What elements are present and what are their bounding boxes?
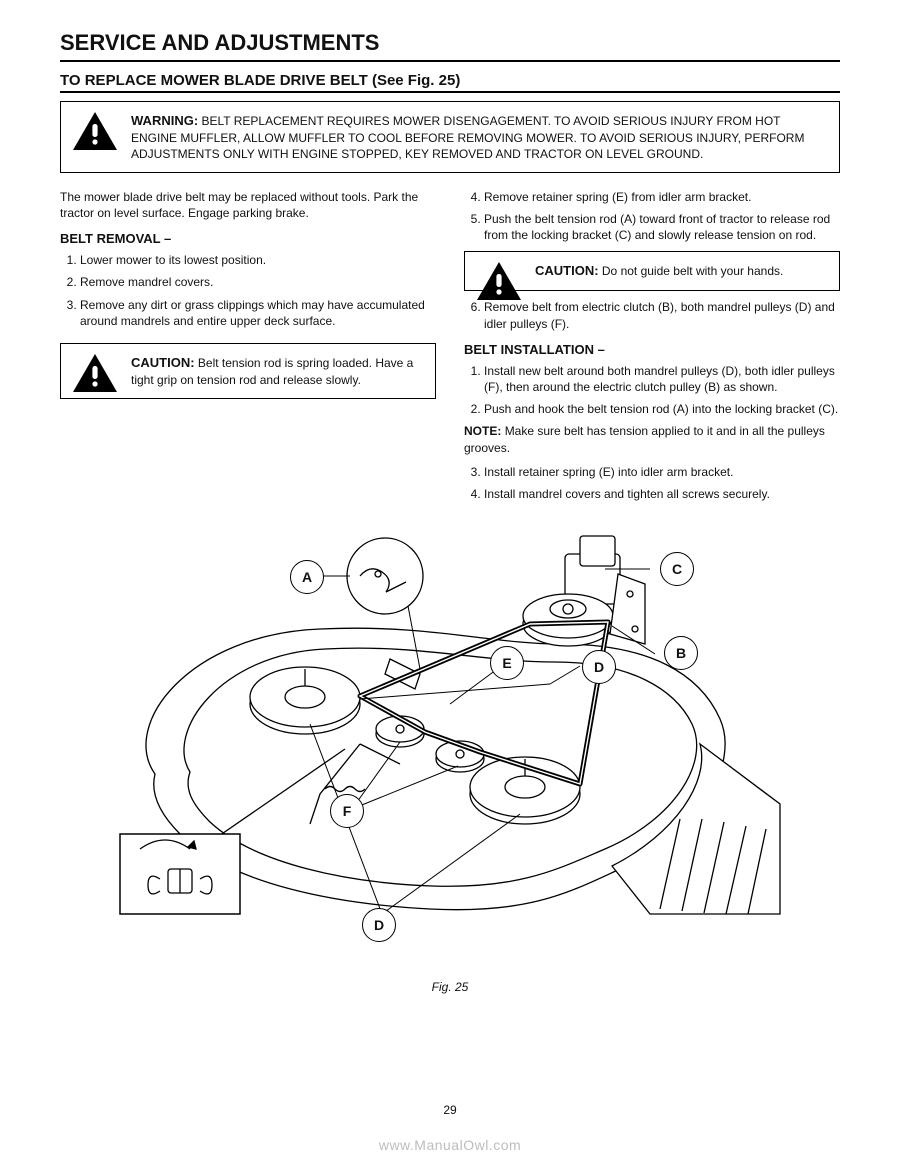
step-item: Push the belt tension rod (A) toward fro… — [484, 211, 840, 243]
caution-right-text: CAUTION: Do not guide belt with your han… — [535, 264, 783, 278]
caution-left: CAUTION: Belt tension rod is spring load… — [60, 343, 436, 399]
watermark: www.ManualOwl.com — [0, 1137, 900, 1153]
callout-e: E — [490, 646, 524, 680]
warning-main-body: BELT REPLACEMENT REQUIRES MOWER DISENGAG… — [131, 114, 804, 161]
step-item: Push and hook the belt tension rod (A) i… — [484, 401, 840, 417]
install-heading: BELT INSTALLATION – — [464, 342, 840, 357]
callout-a: A — [290, 560, 324, 594]
install-steps: Install new belt around both mandrel pul… — [464, 363, 840, 418]
removal-steps-right: Remove retainer spring (E) from idler ar… — [464, 189, 840, 244]
caution-left-title: CAUTION: — [131, 355, 195, 370]
figure-25-svg — [60, 514, 840, 974]
caution-right-body: Do not guide belt with your hands. — [602, 264, 783, 278]
removal-heading: BELT REMOVAL – — [60, 231, 436, 246]
warning-main-text: WARNING: BELT REPLACEMENT REQUIRES MOWER… — [131, 114, 804, 161]
callout-f: F — [330, 794, 364, 828]
page-title: SERVICE AND ADJUSTMENTS — [60, 30, 840, 62]
warning-icon — [71, 110, 119, 152]
callout-d-top: D — [582, 650, 616, 684]
step-item: Remove any dirt or grass clippings which… — [80, 297, 436, 329]
intro-paragraph: The mower blade drive belt may be replac… — [60, 189, 436, 221]
callout-d-bottom: D — [362, 908, 396, 942]
callout-b: B — [664, 636, 698, 670]
step-item: Install new belt around both mandrel pul… — [484, 363, 840, 395]
step-item: Remove belt from electric clutch (B), bo… — [484, 299, 840, 331]
install-steps-2: Install retainer spring (E) into idler a… — [464, 464, 840, 502]
step-item: Lower mower to its lowest position. — [80, 252, 436, 268]
warning-icon — [71, 352, 119, 394]
warning-main: WARNING: BELT REPLACEMENT REQUIRES MOWER… — [60, 101, 840, 173]
step-item: Remove mandrel covers. — [80, 274, 436, 290]
right-column: Remove retainer spring (E) from idler ar… — [464, 189, 840, 508]
caution-right-title: CAUTION: — [535, 263, 599, 278]
caution-right: CAUTION: Do not guide belt with your han… — [464, 251, 840, 291]
note-label: NOTE: — [464, 424, 501, 438]
removal-steps-right-2: Remove belt from electric clutch (B), bo… — [464, 299, 840, 331]
left-column: The mower blade drive belt may be replac… — [60, 189, 436, 508]
step-item: Remove retainer spring (E) from idler ar… — [484, 189, 840, 205]
removal-steps-left: Lower mower to its lowest position. Remo… — [60, 252, 436, 329]
figure-caption: Fig. 25 — [60, 980, 840, 994]
warning-main-title: WARNING: — [131, 113, 198, 128]
page-number: 29 — [0, 1103, 900, 1117]
warning-icon — [475, 260, 523, 302]
callout-c: C — [660, 552, 694, 586]
figure-25: A C B D E F D — [60, 514, 840, 974]
caution-left-text: CAUTION: Belt tension rod is spring load… — [131, 356, 413, 387]
content-columns: The mower blade drive belt may be replac… — [60, 189, 840, 508]
step-item: Install retainer spring (E) into idler a… — [484, 464, 840, 480]
note-paragraph: NOTE: Make sure belt has tension applied… — [464, 423, 840, 455]
section-title: TO REPLACE MOWER BLADE DRIVE BELT (See F… — [60, 72, 840, 93]
step-item: Install mandrel covers and tighten all s… — [484, 486, 840, 502]
note-text: Make sure belt has tension applied to it… — [464, 424, 825, 454]
